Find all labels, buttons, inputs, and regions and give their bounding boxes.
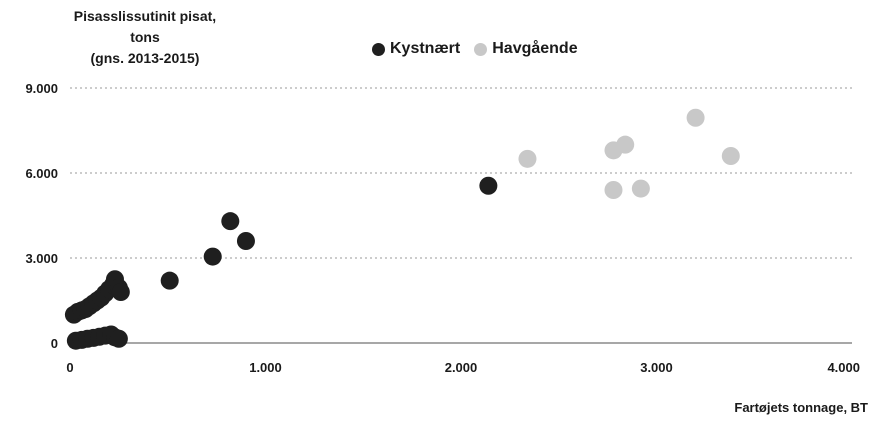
data-point-havgaende (518, 149, 537, 168)
data-point-kystnaert (109, 329, 128, 348)
y-axis-title-line-3: (gns. 2013-2015) (90, 50, 200, 66)
data-point-kystnaert (111, 283, 130, 301)
x-axis-title: Fartøjets tonnage, BT (734, 400, 868, 415)
legend-item-havgaende: Havgående (474, 40, 578, 58)
y-tick-label: 6.000 (25, 166, 58, 181)
legend-swatch-kystnaert (372, 42, 385, 56)
x-tick-label: 3.000 (640, 360, 673, 375)
legend-label-havgaende: Havgående (492, 40, 578, 57)
legend: Kystnært Havgående (372, 40, 592, 58)
data-point-havgaende (686, 108, 705, 127)
data-point-kystnaert (160, 271, 179, 290)
x-tick-label: 2.000 (445, 360, 478, 375)
legend-item-kystnaert: Kystnært (372, 40, 460, 58)
data-point-kystnaert (221, 212, 240, 231)
y-tick-label: 3.000 (25, 251, 58, 266)
data-point-havgaende (604, 181, 623, 199)
legend-swatch-havgaende (474, 42, 488, 56)
data-point-kystnaert (236, 232, 255, 250)
data-point-havgaende (721, 147, 740, 165)
x-tick-label: 4.000 (827, 360, 860, 375)
data-point-havgaende (616, 135, 635, 154)
data-point-kystnaert (479, 176, 498, 195)
x-tick-label: 1.000 (249, 360, 282, 375)
y-tick-label: 9.000 (25, 81, 58, 96)
y-tick-label: 0 (51, 336, 58, 351)
data-point-kystnaert (203, 247, 222, 266)
y-axis-title-line-2: tons (130, 29, 160, 45)
legend-label-kystnaert: Kystnært (390, 40, 461, 57)
x-tick-label: 0 (66, 360, 73, 375)
y-axis-title: Pisasslissutinit pisat, tons (gns. 2013-… (40, 6, 250, 69)
data-point-havgaende (631, 179, 650, 198)
y-axis-title-line-1: Pisasslissutinit pisat, (73, 8, 217, 24)
